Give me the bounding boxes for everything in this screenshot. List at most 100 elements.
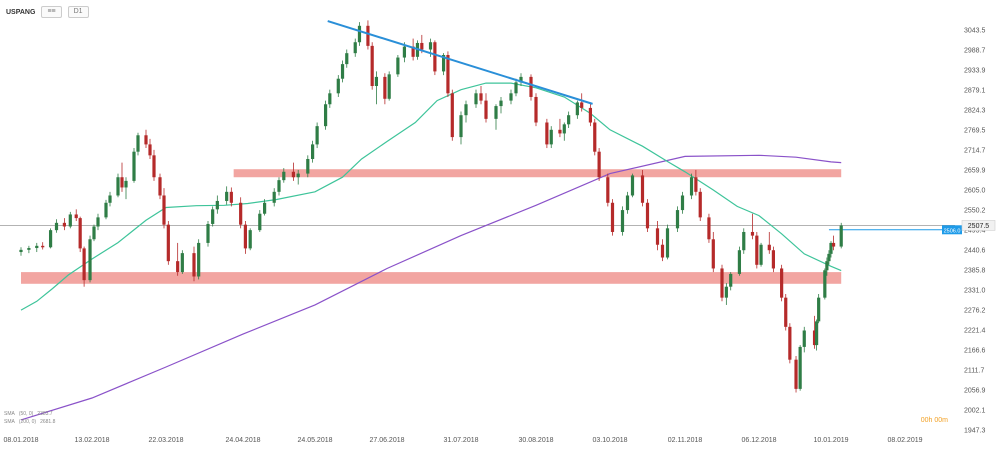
candle-body xyxy=(827,253,831,262)
sma200-params: (200, 0) xyxy=(18,419,37,425)
candle xyxy=(742,228,746,254)
candle-body xyxy=(54,222,59,231)
candle-body xyxy=(815,321,819,346)
x-tick-label: 13.02.2018 xyxy=(74,437,109,444)
candle xyxy=(340,60,345,83)
candle xyxy=(211,206,215,227)
candle-body xyxy=(640,175,645,203)
candle-body xyxy=(711,239,715,269)
symbol-label: USPANG xyxy=(6,8,36,16)
candle xyxy=(711,231,715,273)
candle xyxy=(366,20,370,50)
candle-body xyxy=(755,235,759,265)
last-price-tag xyxy=(961,220,996,231)
reference-level-tag xyxy=(942,225,962,235)
x-tick-label: 10.01.2019 xyxy=(813,437,848,444)
candle-body xyxy=(19,249,23,253)
y-tick-label: 2824.3 xyxy=(964,107,986,114)
candle xyxy=(645,199,650,232)
candle-body xyxy=(675,210,680,229)
candle-body xyxy=(41,245,45,248)
candle-body xyxy=(694,177,698,192)
candle xyxy=(296,169,300,185)
candle-body xyxy=(108,195,112,203)
candle-body xyxy=(514,82,518,94)
candle-body xyxy=(74,214,78,219)
candle-body xyxy=(549,129,553,145)
x-tick-label: 08.02.2019 xyxy=(887,437,922,444)
candle xyxy=(474,89,478,108)
candle xyxy=(272,188,276,207)
candle-body xyxy=(62,222,66,227)
candle xyxy=(48,228,53,249)
candle xyxy=(625,191,630,214)
candle xyxy=(92,224,96,242)
candle xyxy=(370,42,374,90)
candle xyxy=(124,177,128,200)
y-tick-label: 2440.6 xyxy=(964,247,986,254)
candle xyxy=(258,210,262,232)
x-tick-label: 02.11.2018 xyxy=(668,437,703,444)
candle-countdown: 00h 00m xyxy=(921,417,948,424)
candle-body xyxy=(144,135,148,145)
candle-body xyxy=(225,191,229,201)
candle-body xyxy=(387,74,391,99)
candle-body xyxy=(411,46,415,57)
candle xyxy=(580,93,584,112)
y-tick-label: 2550.2 xyxy=(964,208,986,215)
candle xyxy=(640,169,645,207)
candle xyxy=(620,206,625,236)
indicator-sma200[interactable]: SMA (200, 0) 2681.8 xyxy=(4,418,55,426)
candle-body xyxy=(374,76,379,87)
candle xyxy=(78,216,82,253)
candle xyxy=(197,239,201,280)
candle xyxy=(282,168,286,183)
sma50-value: 2383.7 xyxy=(37,411,53,417)
candle xyxy=(771,246,775,273)
candle-body xyxy=(812,330,817,346)
y-tick-label: 1947.3 xyxy=(964,428,986,435)
candle xyxy=(724,283,728,305)
candle-body xyxy=(353,42,357,54)
candle-body xyxy=(689,177,694,196)
candle xyxy=(829,241,833,258)
candle xyxy=(788,323,792,364)
candle-body xyxy=(192,253,196,277)
chart-type-button[interactable]: ≡≡ xyxy=(41,6,62,18)
candle-body xyxy=(215,200,219,210)
candle xyxy=(206,221,210,247)
candle xyxy=(812,315,817,349)
candle-body xyxy=(296,173,300,178)
candle-body xyxy=(82,248,86,281)
candle xyxy=(780,264,784,302)
sma200-line xyxy=(20,154,842,421)
candle xyxy=(759,242,763,267)
candle-body xyxy=(78,218,82,249)
candle xyxy=(707,213,711,243)
interval-select[interactable]: D1 xyxy=(67,6,89,18)
candle-body xyxy=(311,144,315,159)
candle xyxy=(720,264,724,302)
candle-body xyxy=(396,57,400,75)
candle-body xyxy=(370,45,374,87)
candle-body xyxy=(562,124,566,134)
candle xyxy=(784,294,788,331)
candle-body xyxy=(788,326,792,360)
candle xyxy=(689,173,694,200)
candle-body xyxy=(148,144,152,156)
y-tick-label: 2988.7 xyxy=(964,47,986,54)
indicator-sma50[interactable]: SMA (50, 0) 2383.7 xyxy=(4,410,55,418)
candle xyxy=(827,250,831,265)
candle xyxy=(383,73,387,105)
candle-body xyxy=(345,53,349,65)
candle xyxy=(166,221,170,265)
y-tick-label: 2276.2 xyxy=(964,307,986,314)
candle xyxy=(606,173,610,207)
candle-body xyxy=(655,228,660,245)
candle xyxy=(277,177,281,196)
candle-body xyxy=(610,202,615,232)
candle xyxy=(229,187,233,207)
candle-body xyxy=(27,248,31,250)
